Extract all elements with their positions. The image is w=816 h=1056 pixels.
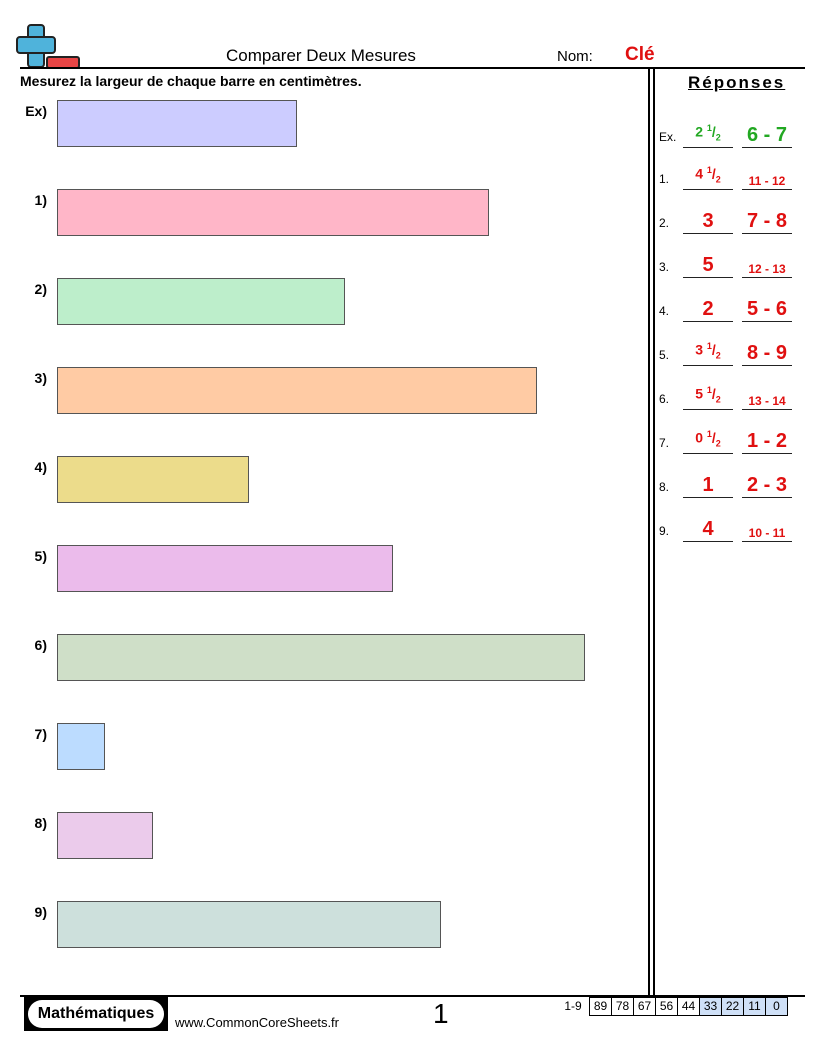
answer-number: 9. [659, 524, 670, 538]
score-range-label: 1-9 [564, 999, 582, 1013]
measure-bar [57, 812, 153, 859]
page-number: 1 [433, 998, 449, 1029]
subject-badge: Mathématiques [28, 1000, 164, 1028]
answer-value: 3 [683, 209, 733, 234]
column-divider [648, 68, 650, 996]
score-table: 1-9 89 78 67 56 44 33 22 11 0 [557, 997, 788, 1016]
site-url: www.CommonCoreSheets.fr [175, 1015, 339, 1030]
name-label: Nom: [557, 48, 593, 65]
question-label: 9) [34, 904, 47, 920]
answer-range: 13 - 14 [742, 393, 792, 410]
question-label: 6) [34, 637, 47, 653]
answer-number: 2. [659, 216, 670, 230]
answer-row: 2. 3 7 - 8 [659, 204, 799, 234]
score-cell: 22 [722, 997, 744, 1016]
question-label: 3) [34, 370, 47, 386]
answer-range: 8 - 9 [742, 341, 792, 366]
answer-row: 5. 3 1/2 8 - 9 [659, 336, 799, 366]
name-value: Clé [625, 44, 655, 65]
answer-value: 2 [683, 297, 733, 322]
answer-row: 8. 1 2 - 3 [659, 468, 799, 498]
footer-rule [20, 995, 805, 997]
answer-range: 1 - 2 [742, 429, 792, 454]
score-cell: 11 [744, 997, 766, 1016]
question-label: 7) [34, 726, 47, 742]
question-label: 5) [34, 548, 47, 564]
answer-row: Ex. 2 1/2 6 - 7 [659, 118, 799, 148]
answer-row: 4. 2 5 - 6 [659, 292, 799, 322]
answer-row: 6. 5 1/2 13 - 14 [659, 380, 799, 410]
question-label: 1) [34, 192, 47, 208]
measure-bar [57, 723, 105, 770]
question-label: 8) [34, 815, 47, 831]
score-cell: 56 [656, 997, 678, 1016]
answer-row: 7. 0 1/2 1 - 2 [659, 424, 799, 454]
answer-range: 5 - 6 [742, 297, 792, 322]
answer-range: 7 - 8 [742, 209, 792, 234]
measure-bar [57, 456, 249, 503]
answer-value: 5 1/2 [683, 380, 733, 410]
measure-bar [57, 189, 489, 236]
answer-value: 5 [683, 253, 733, 278]
answer-value: 4 1/2 [683, 160, 733, 190]
answer-value: 4 [683, 517, 733, 542]
measure-bar [57, 634, 585, 681]
answer-range: 12 - 13 [742, 261, 792, 278]
score-cell: 67 [634, 997, 656, 1016]
answer-number: 1. [659, 172, 670, 186]
column-divider [653, 68, 655, 996]
question-label: 2) [34, 281, 47, 297]
answer-row: 3. 5 12 - 13 [659, 248, 799, 278]
question-label: 4) [34, 459, 47, 475]
measure-bar [57, 545, 393, 592]
answer-number: 3. [659, 260, 670, 274]
answer-range: 10 - 11 [742, 525, 792, 542]
instructions: Mesurez la largeur de chaque barre en ce… [20, 73, 362, 89]
score-cell: 89 [589, 997, 612, 1016]
answer-number: 7. [659, 436, 670, 450]
score-cell: 78 [612, 997, 634, 1016]
answer-range: 11 - 12 [742, 173, 792, 190]
answer-value: 2 1/2 [683, 118, 733, 148]
answer-number: Ex. [659, 130, 677, 144]
answer-number: 8. [659, 480, 670, 494]
score-cell: 44 [678, 997, 700, 1016]
header-rule [20, 67, 805, 69]
measure-bar [57, 100, 297, 147]
score-cell: 0 [766, 997, 788, 1016]
answer-number: 6. [659, 392, 670, 406]
answer-value: 3 1/2 [683, 336, 733, 366]
answer-row: 1. 4 1/2 11 - 12 [659, 160, 799, 190]
measure-bar [57, 901, 441, 948]
answer-value: 0 1/2 [683, 424, 733, 454]
score-cell: 33 [700, 997, 722, 1016]
answer-number: 5. [659, 348, 670, 362]
answer-range: 6 - 7 [742, 123, 792, 148]
answer-number: 4. [659, 304, 670, 318]
question-label: Ex) [25, 103, 47, 119]
measure-bar [57, 367, 537, 414]
measure-bar [57, 278, 345, 325]
answer-value: 1 [683, 473, 733, 498]
answer-range: 2 - 3 [742, 473, 792, 498]
answers-title: Réponses [688, 73, 786, 92]
page-title: Comparer Deux Mesures [226, 46, 416, 65]
answer-row: 9. 4 10 - 11 [659, 512, 799, 542]
